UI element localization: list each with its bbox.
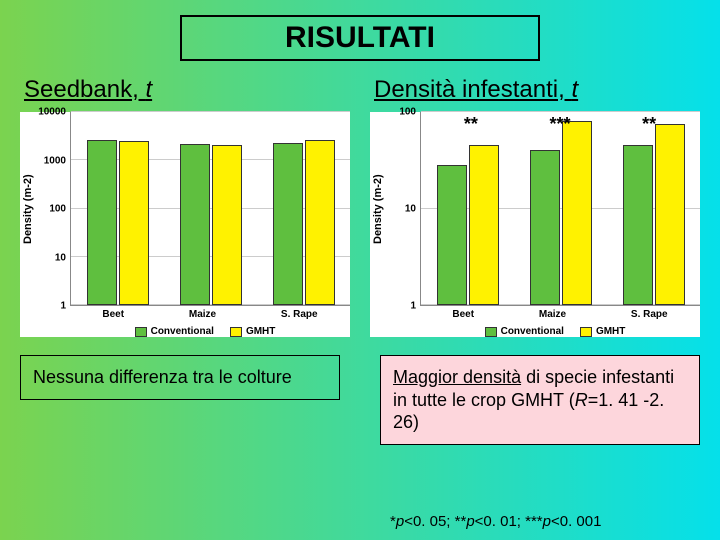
y-tick: 10 [405, 204, 416, 215]
bar [180, 144, 210, 305]
x-tick: S. Rape [631, 309, 668, 320]
fn-p3i: p [543, 513, 551, 530]
y-axis: 110100 [386, 112, 420, 306]
y-tick: 1 [410, 301, 416, 312]
fn-p3: <0. 001 [551, 513, 601, 530]
left-column: Seedbank, t Density (m-2) 1 10 100 1000 10000… [20, 76, 350, 337]
right-subtitle: Densità infestanti, t [370, 76, 700, 104]
significance-row: ******* [428, 114, 692, 135]
right-subtitle-ital: t [571, 76, 578, 103]
bar-group [530, 112, 592, 305]
legend-swatch [485, 327, 497, 337]
bar [87, 140, 117, 305]
x-axis: Beet Maize S. Rape [370, 309, 700, 320]
bar [655, 124, 685, 305]
significance-mark: ** [642, 114, 656, 135]
x-tick: Beet [452, 309, 474, 320]
bar [305, 140, 335, 305]
legend-label: Conventional [501, 326, 564, 337]
x-axis: Beet Maize S. Rape [20, 309, 350, 320]
y-tick: 100 [399, 107, 416, 118]
slide: RISULTATI Seedbank, t Density (m-2)11010… [0, 0, 720, 540]
left-subtitle: Seedbank, t [20, 76, 350, 104]
fn-p2: <0. 01; *** [475, 513, 543, 530]
x-tick: Beet [102, 309, 124, 320]
legend-label: GMHT [596, 326, 625, 337]
y-axis-label: Density (m-2) [370, 112, 386, 306]
y-axis-label: Density (m-2) [20, 112, 36, 306]
legend-item: Conventional [135, 326, 214, 337]
legend: Conventional GMHT [370, 326, 700, 337]
fn-p2i: p [466, 513, 474, 530]
y-axis: 110100100010000 [36, 112, 70, 306]
y-tick: 100 [49, 204, 66, 215]
fn-p1: <0. 05; ** [404, 513, 466, 530]
legend-swatch [580, 327, 592, 337]
x-tick: Maize [539, 309, 566, 320]
bar [437, 165, 467, 305]
bar-group [180, 112, 242, 305]
bar-group [437, 112, 499, 305]
seedbank-chart: Density (m-2)110100100010000BeetMaizeS. … [20, 112, 350, 337]
left-caption-text: Nessuna differenza tra le colture [33, 367, 292, 387]
legend-item: Conventional [485, 326, 564, 337]
plot-area [70, 112, 350, 306]
left-caption: Nessuna differenza tra le colture [20, 355, 340, 400]
y-tick: 1000 [44, 155, 66, 166]
bars-layer [421, 112, 700, 305]
bar-group [623, 112, 685, 305]
x-tick: S. Rape [281, 309, 318, 320]
y-tick: 1 [60, 301, 66, 312]
y-tick: 10 [55, 252, 66, 263]
bar-group [87, 112, 149, 305]
right-subtitle-text: Densità infestanti, [374, 76, 571, 103]
bar [469, 145, 499, 305]
significance-mark: *** [549, 114, 570, 135]
bar [530, 150, 560, 305]
slide-title: RISULTATI [285, 21, 435, 54]
legend-item: GMHT [230, 326, 275, 337]
captions-row: Nessuna differenza tra le colture Maggio… [20, 355, 700, 445]
left-subtitle-text: Seedbank, [24, 76, 145, 103]
legend-label: GMHT [246, 326, 275, 337]
bar [212, 145, 242, 305]
charts-row: Seedbank, t Density (m-2)110100100010000… [20, 76, 700, 337]
right-caption-col: Maggior densità di specie infestanti in … [380, 355, 700, 445]
right-caption-ital: R [575, 390, 588, 410]
legend-swatch [135, 327, 147, 337]
footnote: *p<0. 05; **p<0. 01; ***p<0. 001 [390, 513, 601, 530]
bar [119, 141, 149, 305]
x-tick: Maize [189, 309, 216, 320]
bar-group [273, 112, 335, 305]
bar [562, 121, 592, 305]
weed-density-chart: Density (m-2)110100*******BeetMaizeS. Ra… [370, 112, 700, 337]
legend-swatch [230, 327, 242, 337]
right-caption: Maggior densità di specie infestanti in … [380, 355, 700, 445]
right-column: Densità infestanti, t Density (m-2)11010… [370, 76, 700, 337]
bar [273, 143, 303, 305]
significance-mark: ** [464, 114, 478, 135]
legend-label: Conventional [151, 326, 214, 337]
bars-layer [71, 112, 350, 305]
plot-area [420, 112, 700, 306]
title-box: RISULTATI [180, 15, 540, 61]
bar [623, 145, 653, 305]
left-caption-col: Nessuna differenza tra le colture [20, 355, 340, 445]
left-subtitle-ital: t [145, 76, 152, 103]
right-caption-underline: Maggior densità [393, 367, 521, 387]
legend-item: GMHT [580, 326, 625, 337]
y-tick: 10000 [38, 107, 66, 118]
fn-p1i: p [396, 513, 404, 530]
legend: Conventional GMHT [20, 326, 350, 337]
